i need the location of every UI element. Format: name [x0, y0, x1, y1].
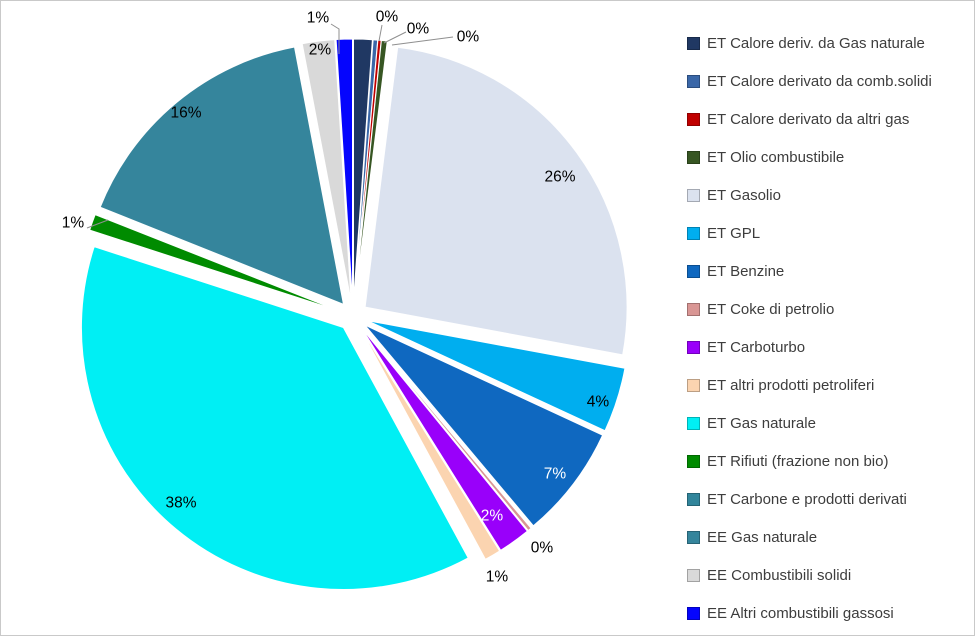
pie-slice-et-coke-di-petrolio[interactable]	[362, 327, 532, 532]
slice-data-label-et-gpl: 4%	[587, 394, 610, 411]
slice-data-label-et-gasolio: 26%	[544, 169, 575, 186]
legend-item-et-gas-naturale[interactable]: ET Gas naturale	[687, 411, 932, 435]
legend-item-et-benzine[interactable]: ET Benzine	[687, 259, 932, 283]
legend-label: ET Rifiuti (frazione non bio)	[707, 452, 889, 470]
legend-label: ET Calore derivato da comb.solidi	[707, 72, 932, 90]
legend-swatch-et-calore-altri-gas	[687, 112, 700, 126]
legend-swatch-et-altri-prodotti-petroliferi	[687, 378, 700, 392]
slice-data-label-et-altri-prodotti-petroliferi: 1%	[486, 569, 509, 586]
legend-label: ET GPL	[707, 224, 761, 242]
pie-slice-ee-gas-naturale[interactable]	[99, 46, 345, 306]
legend-swatch-et-gas-naturale	[687, 416, 700, 430]
legend-label: EE Combustibili solidi	[707, 566, 852, 584]
slice-data-label-et-coke-di-petrolio: 0%	[531, 540, 554, 557]
legend-swatch-et-rifiuti	[687, 454, 700, 468]
legend-label: ET Carboturbo	[707, 338, 806, 356]
legend-swatch-et-gpl	[687, 226, 700, 240]
slice-data-label-et-calore-altri-gas: 0%	[407, 21, 430, 38]
legend-item-et-gasolio[interactable]: ET Gasolio	[687, 183, 932, 207]
legend-swatch-ee-gas-naturale	[687, 530, 700, 544]
legend-item-et-calore-gas-naturale[interactable]: ET Calore deriv. da Gas naturale	[687, 31, 932, 55]
label-leader-line	[86, 219, 109, 229]
label-leader-line	[378, 24, 383, 42]
legend-swatch-et-carbone	[687, 492, 700, 506]
pie-slice-et-calore-gas-naturale[interactable]	[353, 38, 373, 302]
pie-slice-et-benzine[interactable]	[364, 324, 604, 527]
pie-slice-ee-combustibili-solidi[interactable]	[301, 39, 352, 302]
slice-data-label-et-rifiuti: 1%	[62, 215, 85, 232]
legend-label: ET Coke di petrolio	[707, 300, 835, 318]
label-leader-line	[383, 31, 407, 44]
legend-swatch-et-calore-comb-solidi	[687, 74, 700, 88]
pie-slice-et-rifiuti[interactable]	[89, 213, 340, 312]
pie-slice-et-altri-prodotti-petroliferi[interactable]	[360, 328, 501, 560]
legend-swatch-et-calore-gas-naturale	[687, 36, 700, 50]
label-leader-line	[330, 23, 340, 54]
slice-data-label-et-gas-naturale: 38%	[165, 495, 196, 512]
legend-item-et-calore-comb-solidi[interactable]: ET Calore derivato da comb.solidi	[687, 69, 932, 93]
pie-slice-et-gasolio[interactable]	[364, 46, 628, 356]
legend-item-et-altri-prodotti-petroliferi[interactable]: ET altri prodotti petroliferi	[687, 373, 932, 397]
legend-item-et-olio-combustibile[interactable]: ET Olio combustibile	[687, 145, 932, 169]
legend-item-ee-gas-naturale[interactable]: EE Gas naturale	[687, 525, 932, 549]
slice-data-label-et-benzine: 7%	[544, 466, 567, 483]
slice-data-label-et-carboturbo: 2%	[481, 508, 504, 525]
label-leader-line	[391, 36, 454, 46]
legend-label: EE Altri combustibili gassosi	[707, 604, 894, 622]
legend-swatch-et-carboturbo	[687, 340, 700, 354]
legend-item-et-rifiuti[interactable]: ET Rifiuti (frazione non bio)	[687, 449, 932, 473]
legend-item-ee-combustibili-solidi[interactable]: EE Combustibili solidi	[687, 563, 932, 587]
chart-legend: ET Calore deriv. da Gas naturale ET Calor…	[687, 31, 932, 625]
legend-item-et-carbone[interactable]: ET Carbone e prodotti derivati	[687, 487, 932, 511]
legend-item-et-calore-altri-gas[interactable]: ET Calore derivato da altri gas	[687, 107, 932, 131]
slice-data-label-et-calore-comb-solidi: 0%	[376, 9, 399, 26]
legend-item-et-gpl[interactable]: ET GPL	[687, 221, 932, 245]
slice-data-label-ee-altri-combustibili-gassosi: 1%	[307, 10, 330, 27]
pie-slice-et-gas-naturale[interactable]	[80, 246, 469, 591]
legend-label: ET Benzine	[707, 262, 785, 280]
pie-slice-et-carbone[interactable]	[94, 212, 340, 311]
legend-label: ET Olio combustibile	[707, 148, 845, 166]
legend-label: ET Gas naturale	[707, 414, 816, 432]
slice-data-label-ee-gas-naturale: 16%	[170, 105, 201, 122]
legend-swatch-ee-combustibili-solidi	[687, 568, 700, 582]
legend-swatch-ee-altri-combustibili-gassosi	[687, 606, 700, 620]
legend-label: ET Gasolio	[707, 186, 781, 204]
legend-item-ee-altri-combustibili-gassosi[interactable]: EE Altri combustibili gassosi	[687, 601, 932, 625]
legend-swatch-et-benzine	[687, 264, 700, 278]
slice-data-label-ee-combustibili-solidi: 2%	[309, 42, 332, 59]
pie-slice-ee-altri-combustibili-gassosi[interactable]	[335, 38, 353, 302]
legend-label: ET altri prodotti petroliferi	[707, 376, 875, 394]
legend-swatch-et-gasolio	[687, 188, 700, 202]
legend-swatch-et-olio-combustibile	[687, 150, 700, 164]
legend-label: ET Carbone e prodotti derivati	[707, 490, 907, 508]
legend-item-et-carboturbo[interactable]: ET Carboturbo	[687, 335, 932, 359]
legend-label: EE Gas naturale	[707, 528, 818, 546]
pie-slice-et-carboturbo[interactable]	[361, 327, 529, 551]
pie-slice-et-gpl[interactable]	[367, 320, 626, 432]
legend-item-et-coke-di-petrolio[interactable]: ET Coke di petrolio	[687, 297, 932, 321]
legend-label: ET Calore derivato da altri gas	[707, 110, 910, 128]
legend-label: ET Calore deriv. da Gas naturale	[707, 34, 925, 52]
slice-data-label-et-olio-combustibile: 0%	[457, 29, 480, 46]
legend-swatch-et-coke-di-petrolio	[687, 302, 700, 316]
